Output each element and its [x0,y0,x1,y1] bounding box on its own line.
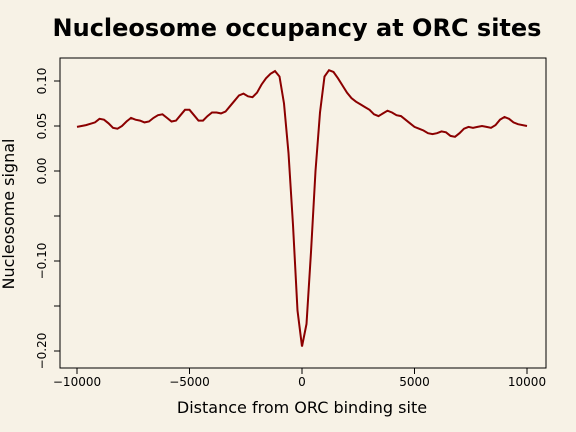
y-tick-label: 0.05 [35,113,49,140]
x-axis: −10000 −5000 0 5000 10000 [53,367,546,389]
y-tick-label: −0.20 [35,333,49,370]
y-tick-label: 0.00 [35,158,49,185]
plot-frame [59,57,547,369]
x-tick-label: 5000 [399,375,430,389]
chart-title: Nucleosome occupancy at ORC sites [53,14,542,42]
y-axis-label: Nucleosome signal [0,139,18,290]
x-tick-label: 10000 [508,375,546,389]
x-tick-label: −5000 [169,375,210,389]
y-axis: −0.20 −0.10 0.00 0.05 0.10 [35,68,61,370]
series-line [76,68,528,347]
x-tick-label: −10000 [53,375,101,389]
x-tick-label: 0 [298,375,306,389]
y-tick-label: 0.10 [35,68,49,95]
y-tick-label: −0.10 [35,243,49,280]
series-layer [76,68,528,347]
x-axis-label: Distance from ORC binding site [177,398,427,417]
